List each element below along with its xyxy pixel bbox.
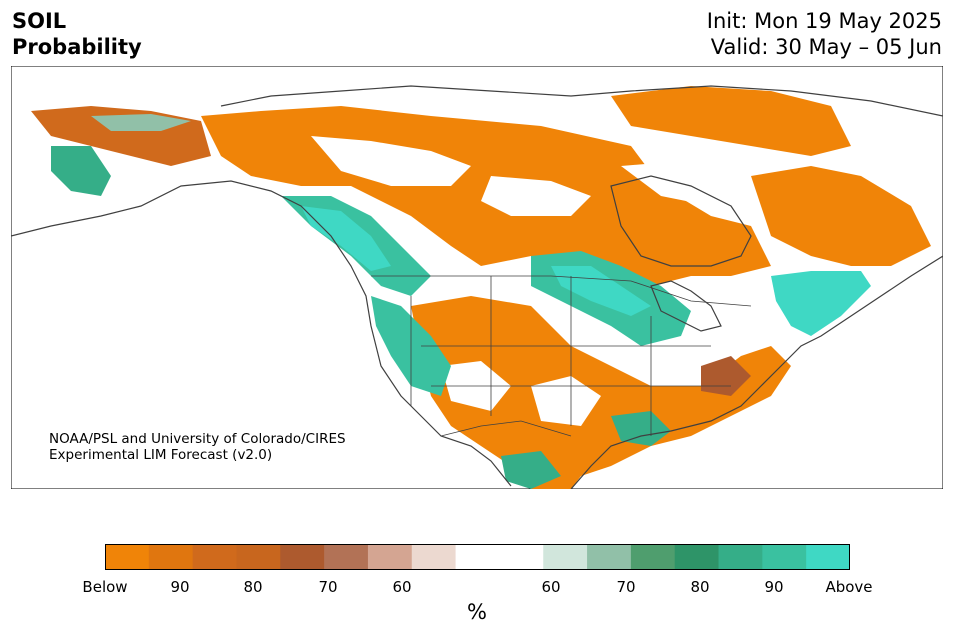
colorbar-segment (236, 544, 281, 570)
colorbar-segment (718, 544, 763, 570)
init-date: Init: Mon 19 May 2025 (706, 9, 942, 33)
colorbar (105, 544, 850, 570)
colorbar-tick: 70 (616, 578, 636, 596)
colorbar-tick: Below (82, 578, 128, 596)
colorbar-segment (324, 544, 369, 570)
colorbar-segment (280, 544, 325, 570)
colorbar-segment (543, 544, 588, 570)
colorbar-segment (499, 544, 544, 570)
colorbar-unit: % (467, 600, 487, 624)
colorbar-tick: 60 (392, 578, 412, 596)
country-borders (371, 275, 752, 437)
colorbar-tick: 60 (541, 578, 561, 596)
colorbar-segment (455, 544, 500, 570)
credit-model: Experimental LIM Forecast (v2.0) (49, 447, 273, 463)
colorbar-segment (674, 544, 720, 570)
colorbar-segment (762, 544, 807, 570)
colorbar-segment (105, 544, 150, 570)
map-credit: NOAA/PSL and University of Colorado/CIRE… (49, 431, 346, 463)
colorbar-segment (148, 544, 194, 570)
title-metric: Probability (12, 35, 142, 59)
colorbar-tick: 80 (690, 578, 710, 596)
colorbar-tick: 90 (170, 578, 190, 596)
map-title: SOIL Probability (12, 8, 142, 60)
colorbar-segment (411, 544, 457, 570)
forecast-dates: Init: Mon 19 May 2025 Valid: 30 May – 05… (707, 8, 942, 60)
colorbar-tick: Above (825, 578, 873, 596)
near-normal-gaps (311, 136, 751, 426)
colorbar-segment (630, 544, 676, 570)
valid-date: Valid: 30 May – 05 Jun (710, 35, 942, 59)
forecast-map (11, 66, 943, 489)
credit-org: NOAA/PSL and University of Colorado/CIRE… (49, 431, 346, 447)
colorbar-tick: 80 (243, 578, 263, 596)
colorbar-tick: 70 (318, 578, 338, 596)
colorbar-segment (587, 544, 632, 570)
title-variable: SOIL (12, 9, 67, 33)
colorbar-segment (367, 544, 413, 570)
colorbar-segment (192, 544, 237, 570)
colorbar-border (105, 544, 850, 570)
colorbar-tick: 90 (764, 578, 784, 596)
colorbar-segment (806, 544, 850, 570)
